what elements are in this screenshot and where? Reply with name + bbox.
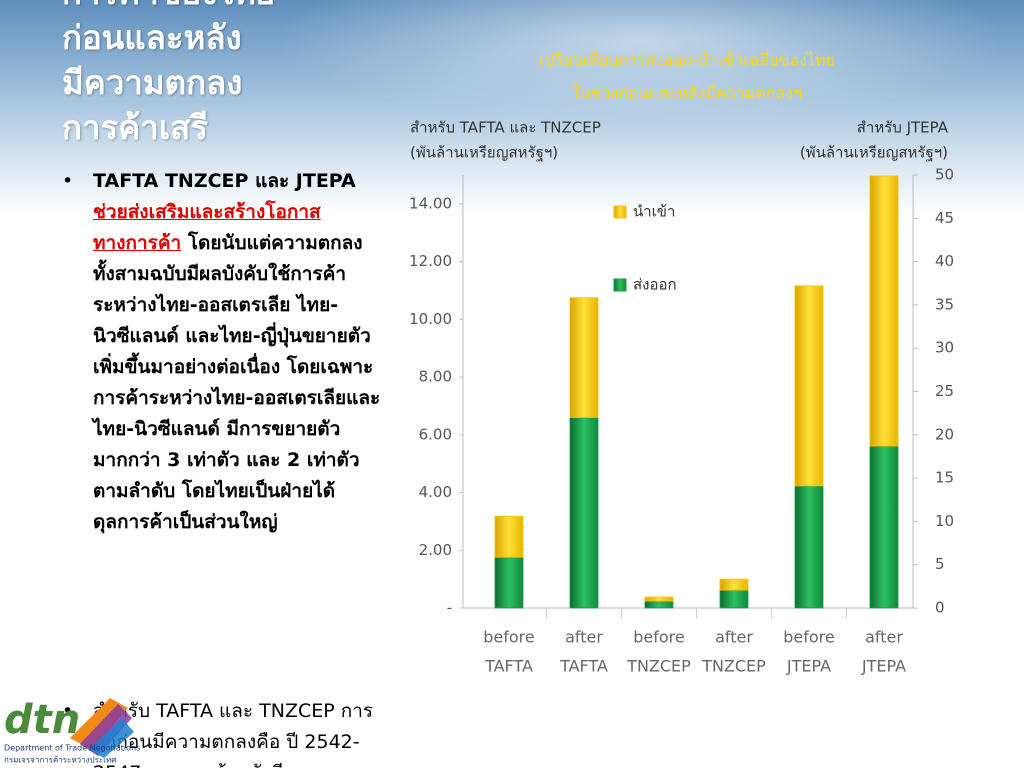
y-axis-label: สำหรับ TAFTA และ TNZCEP: [410, 119, 601, 137]
y2-tick-label: 0: [935, 599, 945, 617]
bar-segment: [644, 600, 674, 609]
y2-tick-label: 30: [935, 339, 954, 357]
bullet: สำหรับ TAFTA และ TNZCEP การค้าก่อนมีความ…: [62, 696, 382, 768]
bar-segment: [719, 578, 749, 591]
x-tick-label: before: [483, 628, 535, 647]
y2-tick-label: 15: [935, 469, 954, 487]
bar-segment: [794, 485, 824, 609]
y2-tick-label: 10: [935, 512, 954, 530]
y-tick-label: 8.00: [419, 368, 452, 386]
title-line: ก่อนและหลัง: [62, 18, 242, 57]
x-tick-label: TAFTA: [559, 657, 608, 676]
bar-segment: [494, 515, 524, 558]
bullet-text: ช่วยส่งเสริมและสร้างโอกาสทางการค้า: [93, 201, 321, 254]
logo-text: dtn: [4, 698, 80, 743]
bullet: TAFTA TNZCEP และ JTEPA ช่วยส่งเสริมและสร…: [62, 166, 382, 538]
y2-tick-label: 50: [935, 166, 954, 184]
bar-segment: [569, 417, 599, 609]
y2-tick-label: 35: [935, 295, 954, 313]
x-tick-label: before: [633, 628, 685, 647]
y2-tick-label: 25: [935, 382, 954, 400]
logo-org-en: Department of Trade Negotiations: [4, 744, 140, 753]
legend-swatch: [613, 205, 627, 219]
y-tick-label: 14.00: [409, 194, 452, 212]
legend-swatch: [613, 278, 627, 292]
y-tick-label: -: [447, 599, 452, 617]
y-tick-label: 4.00: [419, 483, 452, 501]
x-tick-label: TNZCEP: [701, 657, 766, 676]
x-tick-label: after: [565, 628, 603, 647]
y2-axis-label: สำหรับ JTEPA: [857, 119, 949, 137]
x-tick-label: after: [865, 628, 903, 647]
y-tick-label: 10.00: [409, 310, 452, 328]
title-line: การค้าเสรี: [62, 108, 208, 147]
y-tick-label: 6.00: [419, 425, 452, 443]
bullet-text: โดยนับแต่ความตกลงทั้งสามฉบับมีผลบังคับใช…: [93, 232, 381, 533]
bar-segment: [869, 445, 899, 609]
chart-title: ในช่วงก่อนและหลังมีความตกลงฯ: [572, 84, 802, 103]
bar-segment: [794, 285, 824, 487]
bar-segment: [644, 596, 674, 602]
bar-segment: [869, 175, 899, 447]
x-tick-label: JTEPA: [861, 657, 906, 676]
legend-label: ส่งออก: [633, 276, 677, 294]
x-tick-label: TNZCEP: [626, 657, 691, 676]
title-line: การค้าของไทย: [62, 0, 275, 15]
y2-tick-label: 5: [935, 555, 945, 573]
logo-shape: [80, 704, 132, 756]
y-axis-label: (พันล้านเหรียญสหรัฐฯ): [410, 144, 558, 162]
y-tick-label: 2.00: [419, 541, 452, 559]
bar-segment: [719, 589, 749, 609]
x-tick-label: TAFTA: [484, 657, 533, 676]
y-tick-label: 12.00: [409, 252, 452, 270]
logo: dtn Department of Trade Negotiations กรม…: [4, 698, 140, 765]
bar-segment: [569, 297, 599, 418]
slide-title: การค้าของไทยก่อนและหลังมีความตกลงการค้าเ…: [62, 0, 275, 150]
bullet-text: TAFTA TNZCEP และ JTEPA: [93, 170, 356, 192]
x-tick-label: before: [783, 628, 835, 647]
title-line: มีความตกลง: [62, 63, 243, 102]
y2-tick-label: 40: [935, 252, 954, 270]
bar-segment: [494, 556, 524, 609]
x-tick-label: after: [715, 628, 753, 647]
bullet-text: สำหรับ TAFTA และ TNZCEP การค้าก่อนมีความ…: [93, 700, 374, 768]
chart-title: เปรียบเทียบการส่งออก-นำเข้าเฉลี่ยของไทย: [539, 49, 835, 70]
y2-tick-label: 20: [935, 425, 954, 443]
x-tick-label: JTEPA: [786, 657, 831, 676]
logo-org-th: กรมเจรจาการค้าระหว่างประเทศ: [4, 756, 116, 765]
legend-label: นำเข้า: [633, 203, 675, 221]
logo-shape: [88, 718, 134, 758]
y2-axis-label: (พันล้านเหรียญสหรัฐฯ): [800, 144, 948, 162]
y2-tick-label: 45: [935, 209, 954, 227]
